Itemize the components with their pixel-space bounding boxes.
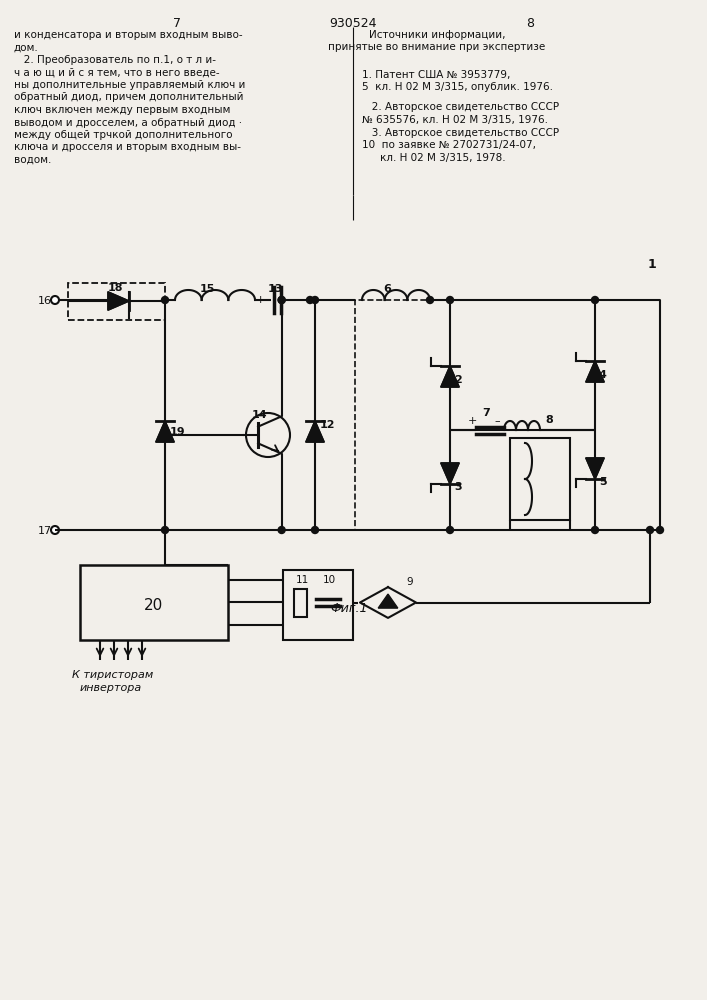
Text: 11: 11 (296, 575, 309, 585)
Circle shape (592, 296, 599, 304)
Text: +: + (256, 295, 265, 305)
Circle shape (161, 426, 168, 434)
Circle shape (161, 296, 168, 304)
Text: 12: 12 (320, 420, 336, 430)
Text: принятые во внимание при экспертизе: принятые во внимание при экспертизе (328, 42, 546, 52)
Text: ключ включен между первым входным: ключ включен между первым входным (14, 105, 230, 115)
Text: –: – (494, 416, 500, 426)
Polygon shape (378, 594, 398, 608)
Circle shape (447, 526, 453, 534)
Polygon shape (586, 458, 604, 479)
Text: № 635576, кл. Н 02 М 3/315, 1976.: № 635576, кл. Н 02 М 3/315, 1976. (362, 115, 548, 125)
Text: ч а ю щ и й с я тем, что в него введе-: ч а ю щ и й с я тем, что в него введе- (14, 68, 220, 78)
Text: и конденсатора и вторым входным выво-: и конденсатора и вторым входным выво- (14, 30, 243, 40)
Text: 5  кл. Н 02 М 3/315, опублик. 1976.: 5 кл. Н 02 М 3/315, опублик. 1976. (362, 83, 553, 93)
Polygon shape (441, 366, 459, 387)
Polygon shape (108, 292, 129, 310)
Text: 10: 10 (323, 575, 336, 585)
Text: 2. Преобразователь по п.1, о т л и-: 2. Преобразователь по п.1, о т л и- (14, 55, 216, 65)
Text: 10  по заявке № 2702731/24-07,: 10 по заявке № 2702731/24-07, (362, 140, 536, 150)
Bar (295, 588, 308, 616)
Text: 16: 16 (38, 296, 52, 306)
Bar (283, 570, 353, 640)
Text: 1: 1 (648, 258, 657, 271)
Text: дом.: дом. (14, 42, 39, 52)
Text: ключа и дросселя и вторым входным вы-: ключа и дросселя и вторым входным вы- (14, 142, 241, 152)
Text: Источники информации,: Источники информации, (369, 30, 506, 40)
Circle shape (51, 296, 59, 304)
Polygon shape (156, 421, 174, 442)
Text: +: + (468, 416, 477, 426)
Text: обратный диод, причем дополнительный: обратный диод, причем дополнительный (14, 93, 243, 103)
Text: Фиг.1: Фиг.1 (330, 602, 368, 615)
Text: кл. Н 02 М 3/315, 1978.: кл. Н 02 М 3/315, 1978. (380, 152, 506, 162)
Text: 930524: 930524 (329, 17, 377, 30)
Circle shape (278, 526, 285, 534)
Text: 17: 17 (38, 526, 52, 536)
Text: 18: 18 (108, 283, 124, 293)
Circle shape (447, 296, 453, 304)
Text: 9: 9 (406, 577, 413, 587)
Polygon shape (586, 361, 604, 382)
Text: 6: 6 (383, 284, 391, 294)
Text: 1. Патент США № 3953779,: 1. Патент США № 3953779, (362, 70, 510, 80)
Bar (68, 283, 165, 320)
Bar (80, 565, 228, 640)
Text: 8: 8 (526, 17, 534, 30)
Text: 15: 15 (200, 284, 216, 294)
Text: 2: 2 (454, 375, 462, 385)
Text: 19: 19 (170, 427, 186, 437)
Text: –: – (281, 295, 286, 305)
Bar (510, 438, 570, 520)
Text: 13: 13 (268, 284, 284, 294)
Circle shape (161, 526, 168, 534)
Text: между общей трчкой дополнительного: между общей трчкой дополнительного (14, 130, 233, 140)
Circle shape (161, 432, 168, 438)
Text: 7: 7 (482, 408, 490, 418)
Polygon shape (306, 421, 324, 442)
Circle shape (278, 296, 285, 304)
Text: инвертора: инвертора (80, 683, 142, 693)
Circle shape (312, 526, 318, 534)
Circle shape (426, 296, 433, 304)
Text: выводом и дросселем, а обратный диод ·: выводом и дросселем, а обратный диод · (14, 117, 242, 127)
Text: К тиристорам: К тиристорам (72, 670, 153, 680)
Text: 3. Авторское свидетельство СССР: 3. Авторское свидетельство СССР (362, 127, 559, 137)
Text: 14: 14 (252, 410, 268, 420)
Text: 8: 8 (545, 415, 553, 425)
Circle shape (307, 296, 313, 304)
Text: 4: 4 (599, 370, 607, 380)
Bar (355, 300, 660, 530)
Circle shape (592, 526, 599, 534)
Text: 2. Авторское свидетельство СССР: 2. Авторское свидетельство СССР (362, 103, 559, 112)
Polygon shape (441, 463, 459, 484)
Circle shape (646, 526, 653, 534)
Text: ны дополнительные управляемый ключ и: ны дополнительные управляемый ключ и (14, 80, 245, 90)
Text: 3: 3 (454, 482, 462, 492)
Text: 7: 7 (173, 17, 181, 30)
Text: водом.: водом. (14, 155, 52, 165)
Text: 20: 20 (144, 597, 163, 612)
Text: 5: 5 (599, 477, 607, 487)
Circle shape (312, 296, 318, 304)
Circle shape (657, 526, 663, 534)
Circle shape (51, 526, 59, 534)
Circle shape (278, 296, 285, 304)
